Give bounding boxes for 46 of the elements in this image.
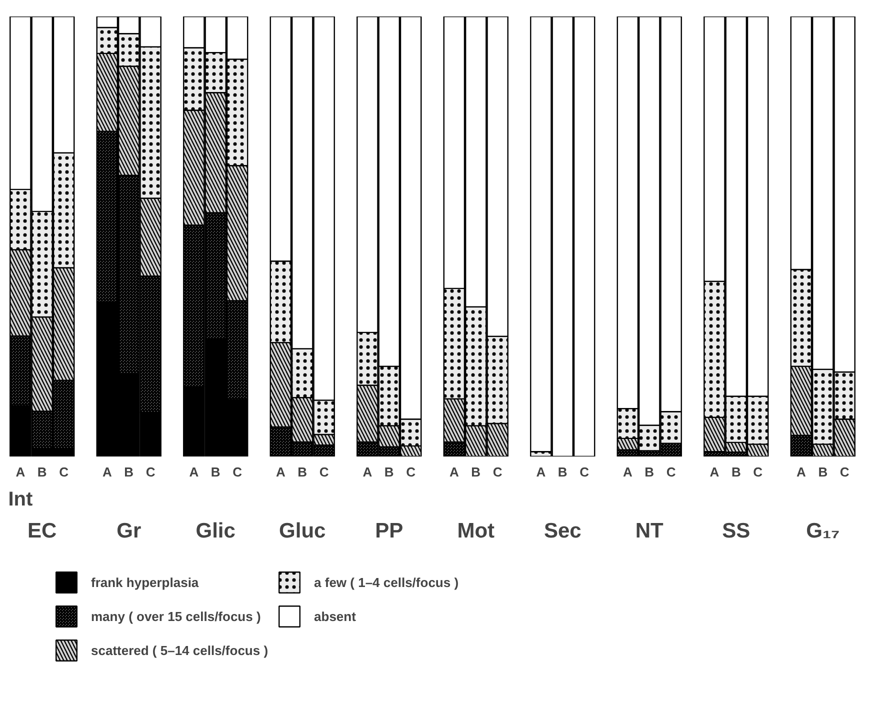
x-tick-label: B xyxy=(384,464,394,480)
x-tick-label: A xyxy=(796,464,806,480)
x-tick-label: B xyxy=(731,464,741,480)
x-tick-label: B xyxy=(210,464,220,480)
text: EC xyxy=(28,520,57,542)
x-tick-label: C xyxy=(580,464,590,480)
x-tick-label: C xyxy=(492,464,503,480)
text: NT xyxy=(635,520,664,542)
text: G₁₇ xyxy=(806,520,840,542)
x-tick-label: C xyxy=(406,464,416,480)
x-tick-label: C xyxy=(59,464,70,480)
x-tick-label: B xyxy=(471,464,481,480)
legend-label: absent xyxy=(314,608,356,624)
text: Sec xyxy=(544,520,582,542)
legend-label: a few ( 1–4 cells/focus ) xyxy=(314,574,459,590)
text: SS xyxy=(722,520,750,542)
text: Int xyxy=(8,488,33,510)
x-tick-label: C xyxy=(232,464,243,480)
x-tick-label: A xyxy=(623,464,633,480)
x-tick-label: A xyxy=(189,464,200,480)
x-tick-label: B xyxy=(298,464,308,480)
text: Gluc xyxy=(279,520,326,542)
text: Mot xyxy=(457,520,495,542)
x-tick-label: C xyxy=(666,464,676,480)
x-tick-label: B xyxy=(644,464,654,480)
x-tick-label: A xyxy=(362,464,373,480)
x-tick-label: A xyxy=(102,464,112,480)
legend-label: frank hyperplasia xyxy=(91,574,199,590)
x-tick-label: A xyxy=(449,464,460,480)
x-tick-label: B xyxy=(818,464,828,480)
x-tick-label: C xyxy=(146,464,156,480)
x-tick-label: B xyxy=(558,464,568,480)
x-tick-label: A xyxy=(710,464,720,480)
text: Glic xyxy=(196,520,236,542)
legend-label: many ( over 15 cells/focus ) xyxy=(91,608,261,624)
x-tick-label: A xyxy=(276,464,286,480)
text: PP xyxy=(375,520,404,542)
text: Gr xyxy=(116,520,142,542)
x-tick-label: C xyxy=(840,464,850,480)
x-tick-label: B xyxy=(124,464,134,480)
x-tick-label: A xyxy=(536,464,546,480)
x-tick-label: C xyxy=(319,464,330,480)
x-tick-label: C xyxy=(753,464,764,480)
legend-label: scattered ( 5–14 cells/focus ) xyxy=(91,642,268,658)
x-tick-label: B xyxy=(37,464,47,480)
x-tick-label: A xyxy=(16,464,26,480)
